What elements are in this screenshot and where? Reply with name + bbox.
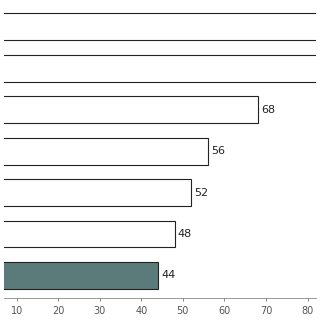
Bar xyxy=(0,220,174,247)
Bar xyxy=(0,179,191,206)
Bar xyxy=(0,96,258,123)
Text: 56: 56 xyxy=(211,146,225,156)
Text: 68: 68 xyxy=(261,105,275,115)
Bar xyxy=(0,138,208,164)
Text: 52: 52 xyxy=(195,188,209,197)
Bar xyxy=(0,13,320,40)
Text: 44: 44 xyxy=(161,270,175,280)
Bar xyxy=(0,262,158,289)
Bar xyxy=(0,55,320,82)
Text: 48: 48 xyxy=(178,229,192,239)
